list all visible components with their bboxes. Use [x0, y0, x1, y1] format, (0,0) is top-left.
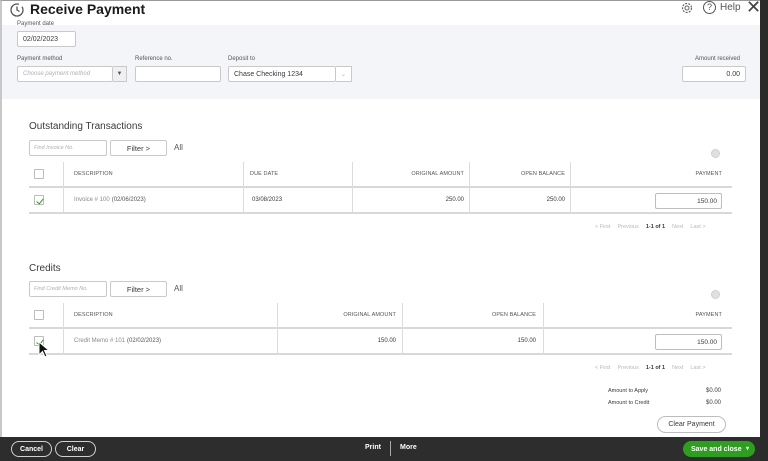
amount-received-label: Amount received: [695, 56, 741, 62]
filter-all-label: All: [174, 143, 183, 152]
credits-table-settings-gear-icon[interactable]: [711, 290, 720, 299]
gear-icon[interactable]: [680, 1, 694, 15]
footer-bar: Cancel Clear Print More Save and close ▾: [0, 437, 760, 461]
credit-memo-date: (02/02/2023): [127, 338, 162, 344]
header: Receive Payment ? Help ✕: [2, 0, 762, 25]
select-all-checkbox[interactable]: [34, 169, 44, 179]
caret-down-icon[interactable]: ▾: [745, 446, 749, 452]
col-payment[interactable]: PAYMENT: [695, 312, 722, 318]
chevron-down-icon[interactable]: ▼: [113, 66, 127, 82]
payment-input[interactable]: 150.00: [655, 193, 722, 209]
pager-last[interactable]: Last >: [690, 224, 706, 230]
recent-transactions-icon[interactable]: [9, 2, 25, 18]
pager-first[interactable]: < First: [595, 365, 611, 371]
pager-next[interactable]: Next: [672, 365, 684, 371]
credit-memo-link[interactable]: Credit Memo # 101: [74, 338, 126, 344]
amount-to-apply-value: $0.00: [705, 388, 721, 394]
pager-previous[interactable]: Previous: [617, 224, 639, 230]
invoice-date: (02/06/2023): [111, 197, 146, 203]
find-invoice-input[interactable]: Find Invoice No.: [29, 140, 107, 156]
help-link[interactable]: Help: [720, 2, 741, 13]
print-button[interactable]: Print: [365, 444, 381, 451]
amount-to-credit-label: Amount to Credit: [608, 400, 650, 406]
table-header-row: DESCRIPTION ORIGINAL AMOUNT OPEN BALANCE…: [29, 303, 732, 329]
save-and-close-button[interactable]: Save and close ▾: [683, 441, 755, 457]
row-checkbox[interactable]: [34, 195, 44, 205]
save-and-close-label: Save and close: [691, 445, 742, 453]
select-all-checkbox[interactable]: [34, 310, 44, 320]
credits-filter-all-label: All: [174, 284, 183, 293]
table-row: Credit Memo # 101 (02/02/2023) 150.00 15…: [29, 329, 732, 355]
window-edge: [760, 0, 768, 461]
footer-divider: [390, 441, 391, 456]
open-balance: 250.00: [546, 197, 565, 203]
pager-next[interactable]: Next: [672, 224, 684, 230]
col-open-balance[interactable]: OPEN BALANCE: [521, 171, 565, 177]
col-original-amount[interactable]: ORIGINAL AMOUNT: [411, 171, 464, 177]
payment-date-field[interactable]: 02/02/2023: [17, 31, 76, 47]
payment-input[interactable]: 150.00: [655, 334, 722, 350]
table-settings-gear-icon[interactable]: [711, 149, 720, 158]
find-credit-memo-input[interactable]: Find Credit Memo No.: [29, 281, 107, 297]
col-payment[interactable]: PAYMENT: [695, 171, 722, 177]
col-due-date[interactable]: DUE DATE: [250, 171, 279, 177]
amount-to-credit-value: $0.00: [705, 400, 721, 406]
col-original-amount[interactable]: ORIGINAL AMOUNT: [343, 312, 396, 318]
credits-pager: < First Previous 1-1 of 1 Next Last >: [595, 365, 706, 371]
invoice-link[interactable]: Invoice # 100: [74, 197, 110, 203]
more-button[interactable]: More: [400, 444, 417, 451]
mouse-cursor-icon: [38, 341, 51, 358]
chevron-down-icon[interactable]: ⌄: [336, 66, 352, 82]
original-amount: 250.00: [445, 197, 464, 203]
col-description[interactable]: DESCRIPTION: [74, 312, 113, 318]
deposit-to-label: Deposit to: [228, 56, 256, 62]
outstanding-table: DESCRIPTION DUE DATE ORIGINAL AMOUNT OPE…: [29, 162, 732, 216]
clear-payment-button[interactable]: Clear Payment: [657, 416, 726, 433]
reference-label: Reference no.: [135, 56, 173, 62]
pager-range: 1-1 of 1: [645, 224, 666, 230]
close-icon[interactable]: ✕: [746, 0, 762, 17]
deposit-to-select[interactable]: Chase Checking 1234: [228, 66, 336, 82]
outstanding-transactions-title: Outstanding Transactions: [29, 121, 143, 132]
outstanding-pager: < First Previous 1-1 of 1 Next Last >: [595, 224, 706, 230]
credits-title: Credits: [29, 263, 61, 274]
cancel-button[interactable]: Cancel: [11, 441, 52, 457]
pager-first[interactable]: < First: [595, 224, 611, 230]
filter-button[interactable]: Filter >: [110, 140, 167, 156]
credits-table: DESCRIPTION ORIGINAL AMOUNT OPEN BALANCE…: [29, 303, 732, 357]
payment-details-panel: Payment date 02/02/2023 Payment method C…: [2, 21, 760, 99]
pager-range: 1-1 of 1: [645, 365, 666, 371]
due-date: 03/08/2023: [252, 197, 283, 203]
credits-filter-button[interactable]: Filter >: [110, 281, 167, 297]
col-description[interactable]: DESCRIPTION: [74, 171, 113, 177]
original-amount: 150.00: [377, 338, 396, 344]
clear-button[interactable]: Clear: [55, 441, 96, 457]
col-open-balance[interactable]: OPEN BALANCE: [492, 312, 536, 318]
payment-date-label: Payment date: [17, 21, 55, 27]
payment-method-label: Payment method: [17, 56, 63, 62]
pager-last[interactable]: Last >: [690, 365, 706, 371]
amount-received-input[interactable]: 0.00: [682, 66, 746, 82]
payment-method-select[interactable]: Choose payment method: [17, 66, 113, 82]
open-balance: 150.00: [517, 338, 536, 344]
help-icon[interactable]: ?: [703, 1, 716, 14]
page-title: Receive Payment: [30, 1, 146, 17]
table-row: Invoice # 100 (02/06/2023) 03/08/2023 25…: [29, 188, 732, 214]
pager-previous[interactable]: Previous: [617, 365, 639, 371]
table-header-row: DESCRIPTION DUE DATE ORIGINAL AMOUNT OPE…: [29, 162, 732, 188]
reference-input[interactable]: [135, 66, 221, 82]
amount-to-apply-label: Amount to Apply: [608, 388, 649, 394]
